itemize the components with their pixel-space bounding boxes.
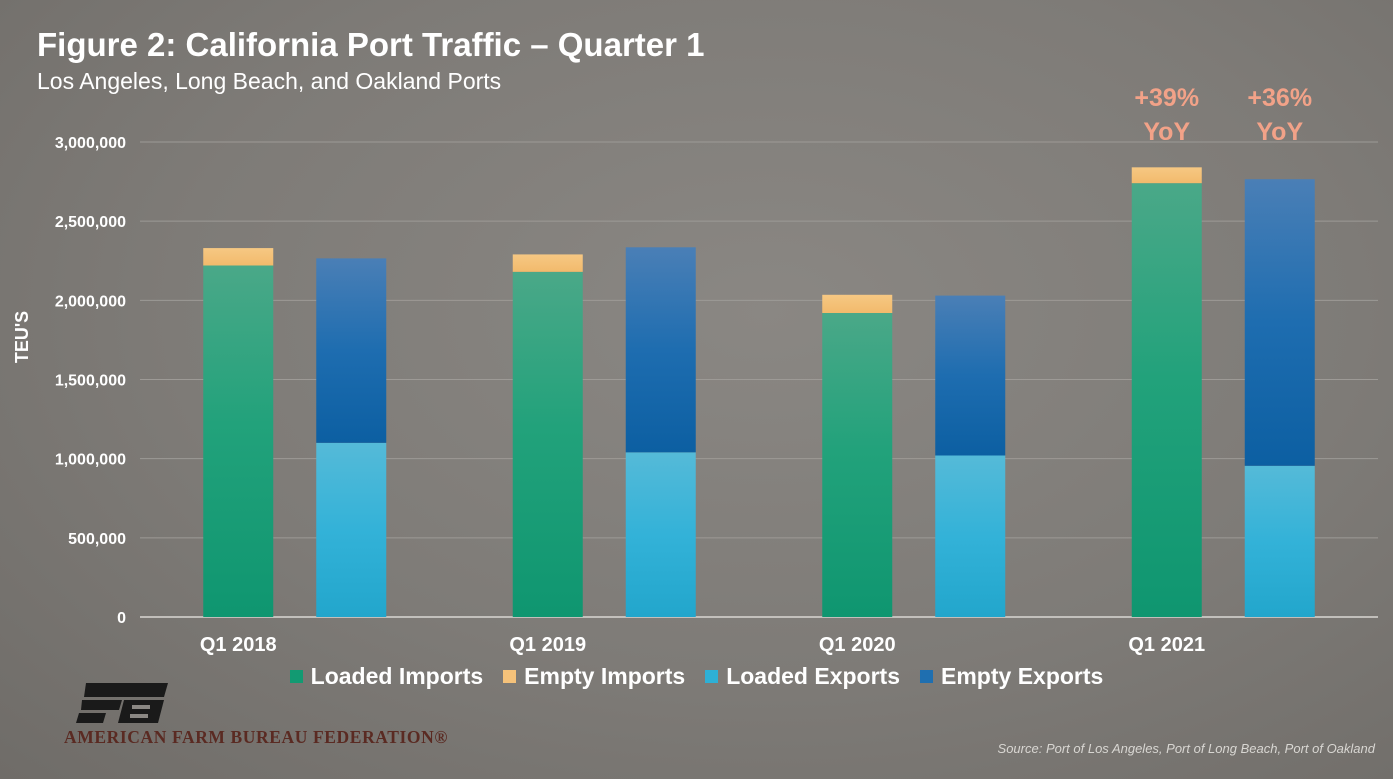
legend-label: Loaded Exports <box>726 663 901 689</box>
bar-empty-imports <box>512 254 583 272</box>
bar-empty-exports <box>1244 179 1315 466</box>
bars <box>203 167 1315 617</box>
legend-label: Empty Exports <box>941 663 1104 689</box>
bar-loaded-imports <box>512 271 583 617</box>
bar-empty-imports <box>203 248 274 266</box>
y-tick-label: 2,000,000 <box>55 293 126 310</box>
legend-item-loaded-exports: Loaded Exports <box>705 663 900 690</box>
y-tick-label: 2,500,000 <box>55 214 126 231</box>
bar-empty-exports <box>625 247 696 453</box>
chart-title: Figure 2: California Port Traffic – Quar… <box>37 26 705 63</box>
bar-loaded-imports <box>822 313 893 617</box>
bar-loaded-imports <box>203 265 274 617</box>
x-tick-label: Q1 2020 <box>819 634 896 656</box>
legend-label: Loaded Imports <box>310 663 484 689</box>
bar-empty-exports <box>935 295 1006 456</box>
chart-legend: Loaded Imports Empty Imports Loaded Expo… <box>0 663 1393 690</box>
farm-bureau-logo-text: AMERICAN FARM BUREAU FEDERATION® <box>64 727 449 747</box>
y-tick-label: 3,000,000 <box>55 135 126 152</box>
yoy-annotation-value: +39% <box>1134 84 1199 112</box>
legend-swatch-empty-exports <box>920 670 934 683</box>
bar-loaded-imports <box>1131 183 1202 617</box>
x-tick-label: Q1 2021 <box>1128 634 1205 656</box>
yoy-annotation-label: YoY <box>1143 118 1190 146</box>
x-tick-label: Q1 2018 <box>200 634 277 656</box>
y-tick-label: 500,000 <box>68 531 126 548</box>
bar-loaded-exports <box>935 455 1006 617</box>
bar-empty-imports <box>1131 167 1202 184</box>
legend-swatch-empty-imports <box>503 670 517 683</box>
bar-empty-imports <box>822 294 893 313</box>
yoy-annotation-value: +36% <box>1247 84 1312 112</box>
legend-item-empty-exports: Empty Exports <box>920 663 1103 690</box>
chart-subtitle: Los Angeles, Long Beach, and Oakland Por… <box>37 68 502 94</box>
legend-label: Empty Imports <box>524 663 686 689</box>
farm-bureau-logo: AMERICAN FARM BUREAU FEDERATION® <box>64 683 504 753</box>
y-tick-label: 0 <box>117 610 126 627</box>
legend-swatch-loaded-exports <box>705 670 719 683</box>
bar-loaded-exports <box>625 452 696 617</box>
legend-item-loaded-imports: Loaded Imports <box>289 663 484 690</box>
legend-item-empty-imports: Empty Imports <box>503 663 685 690</box>
y-tick-label: 1,000,000 <box>55 452 126 469</box>
y-axis-label: TEU'S <box>12 311 32 363</box>
x-tick-label: Q1 2019 <box>509 634 586 656</box>
legend-swatch-loaded-imports <box>289 670 303 683</box>
bar-empty-exports <box>316 258 387 443</box>
farm-bureau-logo-icon <box>76 683 168 723</box>
y-tick-label: 1,500,000 <box>55 373 126 390</box>
bar-loaded-exports <box>1244 465 1315 617</box>
axis-labels: 0 500,000 1,000,000 1,500,000 2,000,000 2,500… <box>55 84 1312 656</box>
bar-loaded-exports <box>316 442 387 617</box>
yoy-annotation-label: YoY <box>1256 118 1303 146</box>
source-note: Source: Port of Los Angeles, Port of Lon… <box>997 741 1375 756</box>
